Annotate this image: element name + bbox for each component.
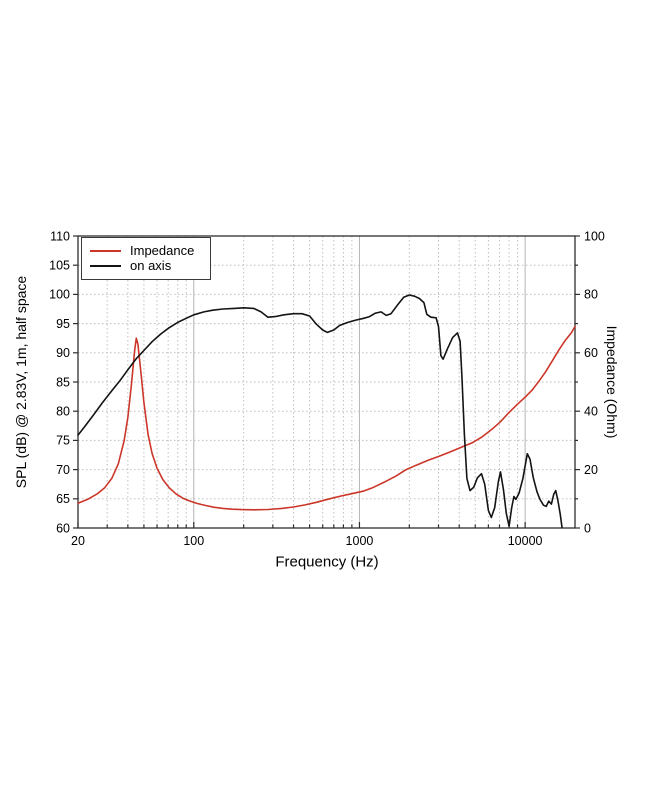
- impedance-line-swatch: [90, 249, 121, 252]
- tick-labels: 60 65 70 75 80 85 90 95 100 105 110 0 20 40 60 80 100 20 1…: [49, 229, 605, 548]
- svg-text:60: 60: [56, 521, 70, 535]
- svg-text:10000: 10000: [508, 534, 543, 548]
- svg-text:100: 100: [584, 229, 605, 243]
- series-on-axis-line: [77, 294, 563, 529]
- svg-text:105: 105: [49, 259, 70, 273]
- svg-text:110: 110: [50, 229, 70, 243]
- svg-text:95: 95: [56, 317, 70, 331]
- svg-text:80: 80: [584, 288, 598, 302]
- y-axis-label-right: Impedance (Ohm): [604, 325, 620, 439]
- y-axis-label-left: SPL (dB) @ 2.83V, 1m, half space: [13, 275, 29, 489]
- svg-text:40: 40: [584, 405, 598, 419]
- x-axis-label: Frequency (Hz): [275, 553, 379, 571]
- svg-text:20: 20: [584, 463, 598, 477]
- plot-frame: [77, 235, 576, 529]
- svg-text:0: 0: [584, 521, 591, 535]
- svg-text:60: 60: [584, 346, 598, 360]
- legend-label-on-axis: on axis: [130, 258, 172, 273]
- legend: Impedance on axis: [81, 237, 211, 280]
- svg-text:70: 70: [56, 463, 70, 477]
- svg-text:85: 85: [56, 375, 70, 389]
- svg-text:75: 75: [56, 434, 70, 448]
- on-axis-line-swatch: [90, 264, 121, 267]
- legend-item-on-axis: on axis: [90, 258, 202, 273]
- svg-text:65: 65: [56, 492, 70, 506]
- series-impedance-line: [77, 325, 576, 511]
- svg-text:100: 100: [183, 534, 204, 548]
- svg-text:20: 20: [71, 534, 85, 548]
- svg-text:80: 80: [56, 405, 70, 419]
- svg-text:90: 90: [56, 346, 70, 360]
- svg-text:1000: 1000: [346, 534, 374, 548]
- legend-item-impedance: Impedance: [90, 243, 202, 258]
- legend-label-impedance: Impedance: [130, 243, 195, 258]
- svg-text:100: 100: [49, 288, 70, 302]
- gridlines: [78, 236, 575, 528]
